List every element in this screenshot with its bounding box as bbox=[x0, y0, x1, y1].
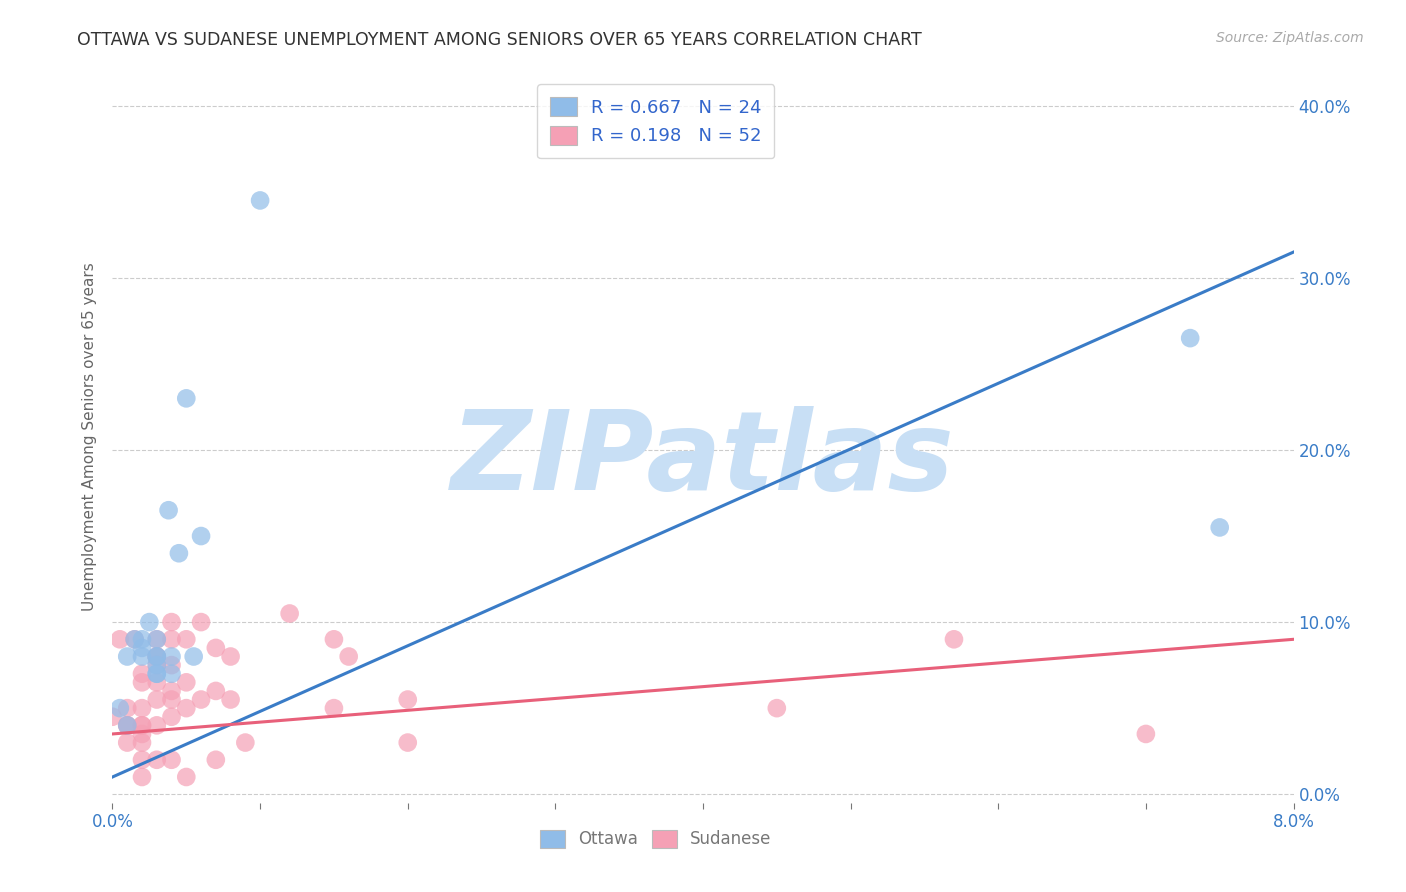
Point bbox=[174, 675, 197, 690]
Point bbox=[160, 710, 183, 724]
Point bbox=[146, 649, 169, 664]
Point bbox=[160, 632, 183, 647]
Point bbox=[190, 529, 212, 543]
Point bbox=[101, 710, 124, 724]
Point bbox=[131, 640, 153, 655]
Point bbox=[146, 718, 169, 732]
Point bbox=[131, 675, 153, 690]
Point bbox=[160, 658, 183, 673]
Point bbox=[337, 649, 360, 664]
Point bbox=[146, 666, 169, 681]
Point bbox=[1135, 727, 1157, 741]
Point bbox=[131, 753, 153, 767]
Point bbox=[131, 718, 153, 732]
Point bbox=[205, 640, 228, 655]
Text: ZIPatlas: ZIPatlas bbox=[451, 406, 955, 513]
Point bbox=[323, 701, 346, 715]
Legend: Ottawa, Sudanese: Ottawa, Sudanese bbox=[531, 822, 780, 856]
Point bbox=[131, 735, 153, 749]
Point bbox=[174, 392, 197, 406]
Point bbox=[183, 649, 205, 664]
Point bbox=[131, 701, 153, 715]
Point bbox=[205, 753, 228, 767]
Point bbox=[146, 649, 169, 664]
Point bbox=[323, 632, 346, 647]
Point bbox=[124, 632, 146, 647]
Point bbox=[160, 692, 183, 706]
Point bbox=[174, 632, 197, 647]
Point bbox=[146, 675, 169, 690]
Point bbox=[146, 658, 169, 673]
Point bbox=[131, 632, 153, 647]
Point bbox=[942, 632, 965, 647]
Point bbox=[765, 701, 787, 715]
Point bbox=[146, 632, 169, 647]
Point bbox=[146, 666, 169, 681]
Point bbox=[108, 701, 131, 715]
Text: OTTAWA VS SUDANESE UNEMPLOYMENT AMONG SENIORS OVER 65 YEARS CORRELATION CHART: OTTAWA VS SUDANESE UNEMPLOYMENT AMONG SE… bbox=[77, 31, 922, 49]
Point bbox=[117, 701, 138, 715]
Point bbox=[190, 615, 212, 629]
Point bbox=[167, 546, 190, 560]
Point bbox=[131, 666, 153, 681]
Point bbox=[117, 718, 138, 732]
Point bbox=[131, 727, 153, 741]
Point bbox=[146, 692, 169, 706]
Text: Source: ZipAtlas.com: Source: ZipAtlas.com bbox=[1216, 31, 1364, 45]
Point bbox=[138, 615, 160, 629]
Point bbox=[146, 658, 169, 673]
Point bbox=[160, 615, 183, 629]
Point bbox=[219, 692, 242, 706]
Point bbox=[131, 770, 153, 784]
Point bbox=[146, 649, 169, 664]
Point bbox=[190, 692, 212, 706]
Y-axis label: Unemployment Among Seniors over 65 years: Unemployment Among Seniors over 65 years bbox=[82, 263, 97, 611]
Point bbox=[278, 607, 301, 621]
Point bbox=[117, 718, 138, 732]
Point bbox=[160, 666, 183, 681]
Point bbox=[131, 649, 153, 664]
Point bbox=[146, 632, 169, 647]
Point bbox=[160, 753, 183, 767]
Point bbox=[1208, 520, 1232, 534]
Point bbox=[160, 684, 183, 698]
Point bbox=[396, 692, 419, 706]
Point bbox=[249, 194, 271, 208]
Point bbox=[108, 632, 131, 647]
Point bbox=[146, 753, 169, 767]
Point bbox=[146, 649, 169, 664]
Point bbox=[117, 735, 138, 749]
Point bbox=[396, 735, 419, 749]
Point bbox=[117, 649, 138, 664]
Point bbox=[174, 770, 197, 784]
Point bbox=[131, 718, 153, 732]
Point bbox=[219, 649, 242, 664]
Point bbox=[174, 701, 197, 715]
Point bbox=[117, 718, 138, 732]
Point bbox=[157, 503, 180, 517]
Point bbox=[1178, 331, 1201, 345]
Point bbox=[124, 632, 146, 647]
Point bbox=[205, 684, 228, 698]
Point bbox=[233, 735, 256, 749]
Point bbox=[160, 649, 183, 664]
